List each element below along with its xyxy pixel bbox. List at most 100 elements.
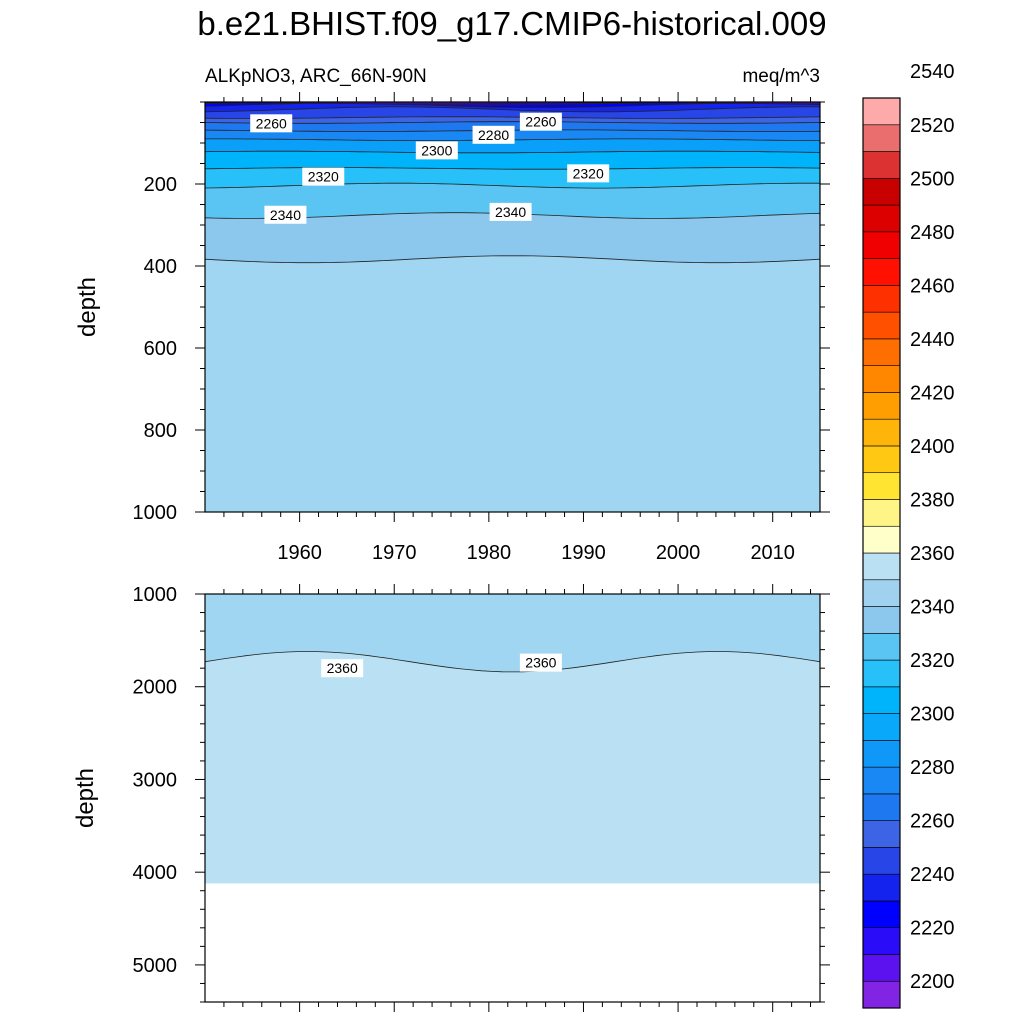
colorbar-swatch — [862, 285, 901, 313]
colorbar-label: 2400 — [910, 436, 955, 458]
colorbar-label: 2240 — [910, 864, 955, 886]
colorbar-label: 2440 — [910, 329, 955, 351]
y-axis: 1000 2000 3000 4000 5000 — [133, 584, 830, 1003]
y-tick-label: 600 — [144, 338, 177, 360]
colorbar-label: 2200 — [910, 971, 955, 993]
contour-label-text: 2320 — [573, 165, 604, 181]
colorbar-swatch — [862, 472, 901, 500]
contour-line-2340 — [205, 255, 820, 264]
colorbar-swatch — [862, 499, 901, 527]
contour-label-text: 2340 — [270, 207, 301, 223]
contour-line-2260 — [205, 116, 820, 119]
colorbar-swatch — [862, 311, 901, 340]
colorbar-label: 2220 — [910, 918, 955, 940]
colorbar-label: 2540 — [910, 61, 955, 83]
contour-band-2360 — [205, 651, 820, 884]
colorbar-swatch — [862, 927, 901, 955]
colorbar-swatch — [862, 204, 901, 233]
colorbar-swatch — [862, 847, 901, 875]
y-tick-label: 1000 — [133, 502, 178, 524]
x-tick-label: 1990 — [561, 542, 606, 564]
colorbar-label: 2260 — [910, 811, 955, 833]
x-tick-label: 1960 — [277, 542, 322, 564]
colorbar-swatch — [862, 258, 901, 286]
contour-field — [205, 102, 820, 512]
colorbar-swatch — [862, 793, 901, 821]
colorbar-swatch — [862, 873, 901, 902]
y-axis: 200 400 600 800 1000 — [133, 101, 830, 524]
contour-label-text: 2260 — [525, 114, 556, 130]
colorbar-label: 2360 — [910, 543, 955, 565]
colorbar-frame — [862, 97, 901, 1009]
colorbar-label: 2380 — [910, 490, 955, 512]
colorbar-label: 2280 — [910, 757, 955, 779]
contour-label: 2260 — [519, 112, 562, 131]
y-tick-label: 4000 — [133, 862, 178, 884]
chart-title: b.e21.BHIST.f09_g17.CMIP6-historical.009 — [197, 5, 826, 42]
colorbar-label: 2420 — [910, 382, 955, 404]
contour-label-text: 2360 — [525, 655, 556, 671]
contour-label: 2360 — [321, 659, 364, 678]
colorbar-swatch — [862, 713, 901, 741]
units-subtitle: meq/m^3 — [742, 66, 820, 87]
contour-line-2360 — [205, 651, 820, 673]
colorbar-swatch — [862, 659, 901, 688]
colorbar-swatch — [862, 231, 901, 259]
colorbar-swatch — [862, 686, 901, 714]
contour-label: 2340 — [264, 205, 307, 224]
contour-label-text: 2320 — [308, 169, 339, 185]
colorbar-label: 2340 — [910, 597, 955, 619]
lower-panel: 2360 2360 1000 2000 3000 4000 5000 depth — [72, 584, 830, 1012]
contour-line-2300 — [205, 150, 820, 154]
y-tick-label: 1000 — [133, 584, 178, 606]
colorbar-swatch — [862, 740, 901, 768]
y-tick-label: 200 — [144, 174, 177, 196]
x-tick-label: 2000 — [656, 542, 701, 564]
contour-label-text: 2340 — [495, 204, 526, 220]
contour-label-text: 2300 — [421, 142, 452, 158]
contour-label: 2320 — [567, 164, 610, 183]
contour-label-text: 2360 — [327, 660, 358, 676]
contour-label: 2280 — [472, 125, 515, 144]
colorbar: 2200 2220 2240 2260 2280 2300 2320 2340 2360 2380… — [862, 61, 955, 1009]
colorbar-swatch — [862, 579, 901, 607]
colorbar-swatch — [862, 418, 901, 447]
colorbar-swatch — [862, 552, 901, 581]
variable-subtitle: ALKpNO3, ARC_66N-90N — [205, 66, 427, 87]
colorbar-swatch — [862, 365, 901, 393]
colorbar-swatch — [862, 151, 901, 179]
colorbar-swatch — [862, 392, 901, 420]
y-axis-label: depth — [72, 768, 99, 828]
colorbar-label: 2480 — [910, 222, 955, 244]
x-tick-label: 2010 — [750, 542, 795, 564]
colorbar-label: 2520 — [910, 115, 955, 137]
contour-label: 2340 — [489, 202, 532, 221]
y-tick-label: 2000 — [133, 677, 178, 699]
colorbar-swatch — [862, 525, 901, 554]
contour-line-2250 — [205, 106, 820, 113]
y-tick-label: 400 — [144, 256, 177, 278]
contour-label: 2320 — [302, 167, 345, 186]
colorbar-swatch — [862, 445, 901, 474]
x-axis — [223, 584, 812, 1012]
x-axis: 1960 1970 1980 1990 2000 2010 — [223, 92, 812, 564]
contour-label: 2300 — [415, 141, 458, 160]
x-tick-label: 1980 — [467, 542, 512, 564]
contour-field — [205, 594, 820, 884]
contour-line-2220 — [205, 102, 820, 104]
colorbar-swatch — [862, 177, 901, 206]
colorbar-swatch — [862, 97, 901, 126]
contour-label-text: 2260 — [256, 115, 287, 131]
x-tick-label: 1970 — [372, 542, 417, 564]
y-axis-label: depth — [74, 277, 101, 337]
contour-label-text: 2280 — [478, 127, 509, 143]
colorbar-swatch — [862, 954, 901, 982]
upper-panel: 2260 2260 2280 2300 2320 2320 2340 2340 1960 1970… — [74, 92, 830, 564]
colorbar-swatch — [862, 606, 901, 634]
y-tick-label: 800 — [144, 420, 177, 442]
contour-label: 2360 — [519, 653, 562, 672]
y-tick-label: 5000 — [133, 955, 178, 977]
colorbar-swatch — [862, 124, 901, 152]
contour-label: 2260 — [250, 114, 293, 133]
